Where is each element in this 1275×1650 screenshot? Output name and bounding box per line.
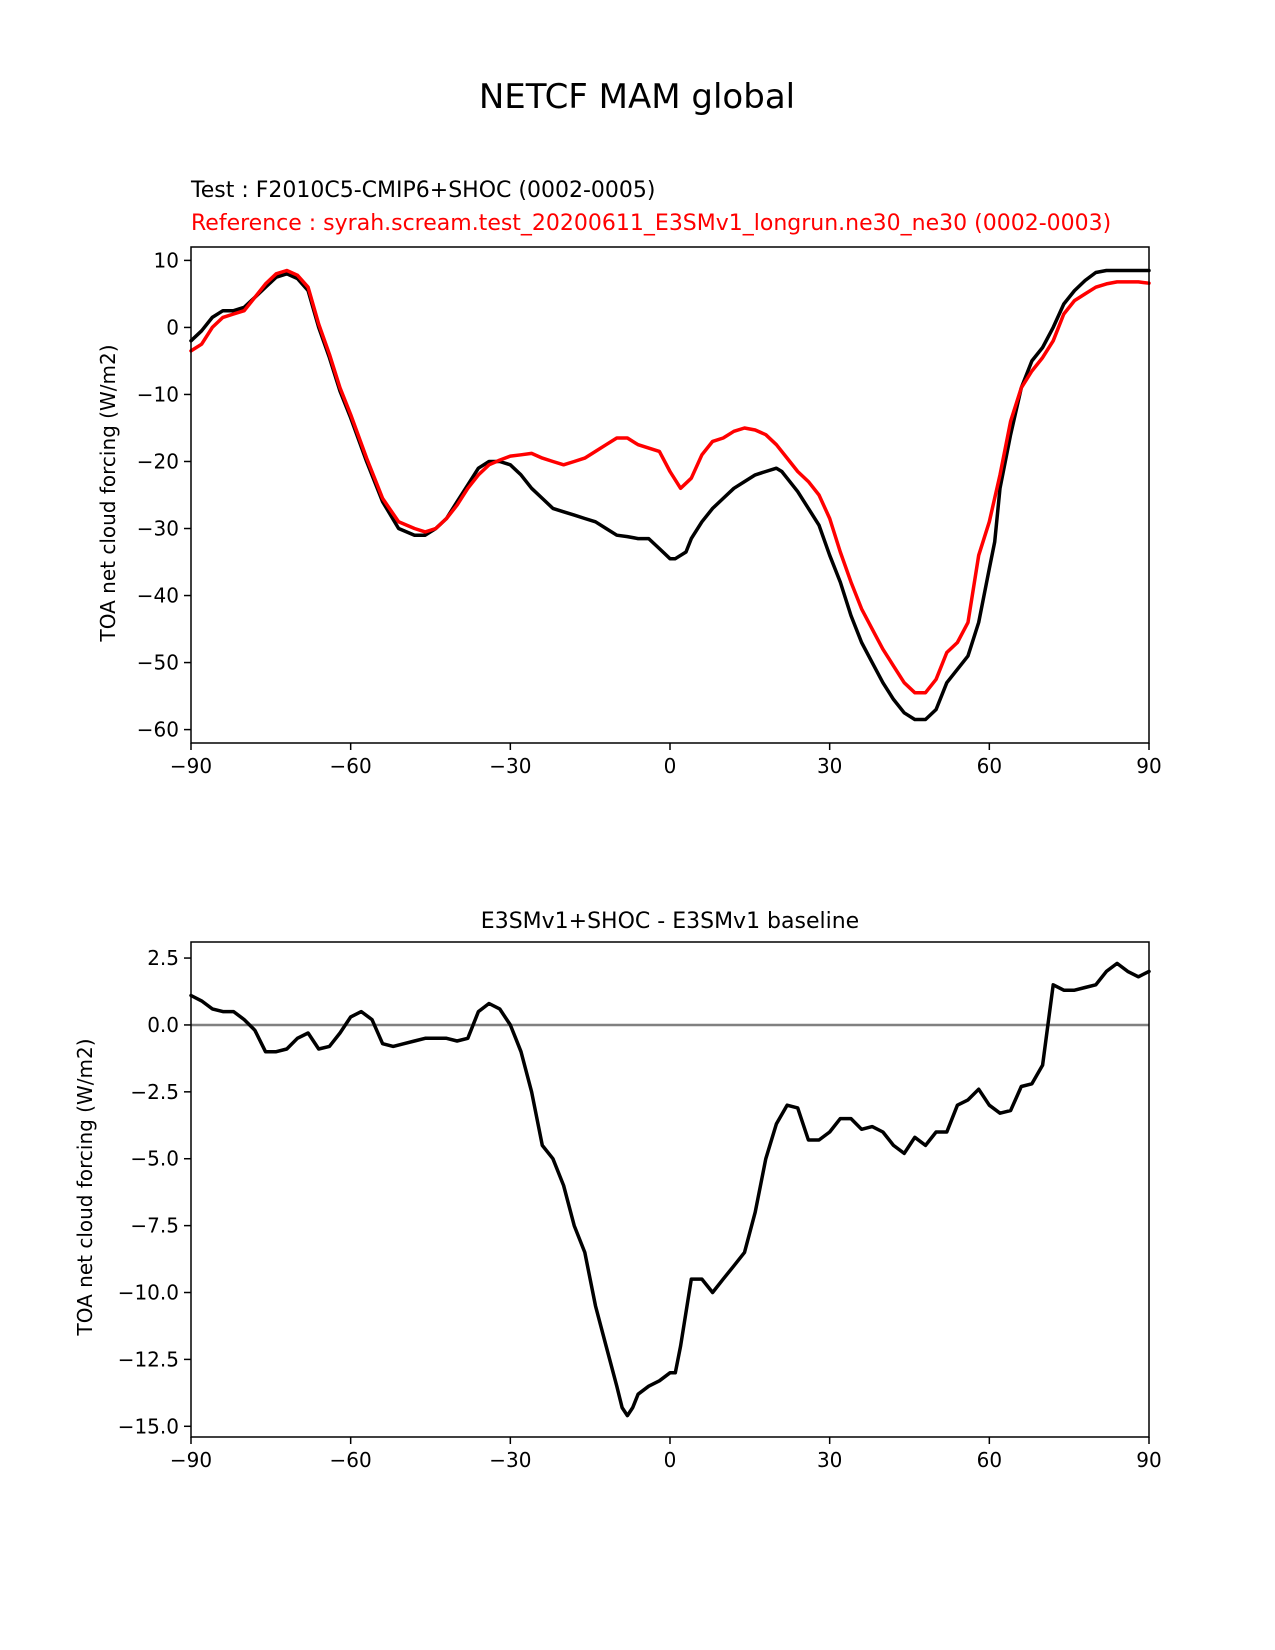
top-plot-area: −90 −60 −30 0 30 60 90 10 0 −10 −20 −30 −40 −50 −60 [137, 246, 1162, 778]
top-series-line-0 [189, 268, 1151, 722]
bottom-x-tick-label: 90 [1136, 1448, 1161, 1472]
bottom-y-tick-label: −15.0 [118, 1414, 179, 1438]
top-y-tick-label: −40 [137, 584, 179, 608]
bottom-y-tick-label: −2.5 [130, 1080, 179, 1104]
bottom-y-tick-label: 0.0 [147, 1013, 179, 1037]
top-y-tick-label: 0 [166, 315, 179, 339]
top-y-tick-label: −20 [137, 449, 179, 473]
bottom-x-tick-label: 0 [664, 1448, 677, 1472]
top-subtitle-reference: Reference : syrah.scream.test_20200611_E… [191, 211, 1111, 236]
bottom-x-tick-label: −30 [489, 1448, 531, 1472]
bottom-x-tick-label: −60 [330, 1448, 372, 1472]
top-y-tick-label: −50 [137, 651, 179, 675]
bottom-y-axis-label: TOA net cloud forcing (W/m2) [73, 1038, 97, 1336]
bottom-panel: E3SMv1+SHOC - E3SMv1 baseline −90 −60 −30 0… [73, 909, 1162, 1472]
bottom-y-tick-label: −7.5 [130, 1214, 179, 1238]
top-x-tick-label: −90 [170, 754, 212, 778]
top-x-tick-label: 90 [1136, 754, 1161, 778]
top-x-tick-label: 30 [817, 754, 842, 778]
bottom-y-tick-label: −5.0 [130, 1147, 179, 1171]
top-x-tick-label: 0 [664, 754, 677, 778]
top-axes-frame [190, 246, 1150, 744]
bottom-x-tick-label: 60 [977, 1448, 1002, 1472]
top-x-tick-label: 60 [977, 754, 1002, 778]
top-x-tick-label: −60 [330, 754, 372, 778]
bottom-series-line-0 [189, 961, 1151, 1418]
top-y-tick-label: −10 [137, 382, 179, 406]
top-x-tick-label: −30 [489, 754, 531, 778]
figure-title: NETCF MAM global [479, 77, 795, 117]
bottom-title: E3SMv1+SHOC - E3SMv1 baseline [481, 909, 859, 934]
bottom-y-tick-label: 2.5 [147, 946, 179, 970]
top-y-tick-label: −60 [137, 718, 179, 742]
bottom-x-tick-label: −90 [170, 1448, 212, 1472]
bottom-x-tick-label: 30 [817, 1448, 842, 1472]
bottom-plot-area: −90 −60 −30 0 30 60 90 2.5 0.0 −2.5 −5.0 −7.5 −10.0 −… [118, 941, 1162, 1472]
top-y-tick-label: 10 [154, 248, 179, 272]
top-panel: Test : F2010C5-CMIP6+SHOC (0002-0005) Re… [96, 178, 1162, 778]
top-subtitle-test: Test : F2010C5-CMIP6+SHOC (0002-0005) [190, 178, 655, 203]
bottom-y-tick-label: −12.5 [118, 1347, 179, 1371]
top-y-axis-label: TOA net cloud forcing (W/m2) [96, 344, 120, 642]
bottom-y-tick-label: −10.0 [118, 1281, 179, 1305]
top-y-tick-label: −30 [137, 517, 179, 541]
bottom-axes-frame [190, 941, 1150, 1438]
top-series-line-1 [189, 268, 1151, 695]
